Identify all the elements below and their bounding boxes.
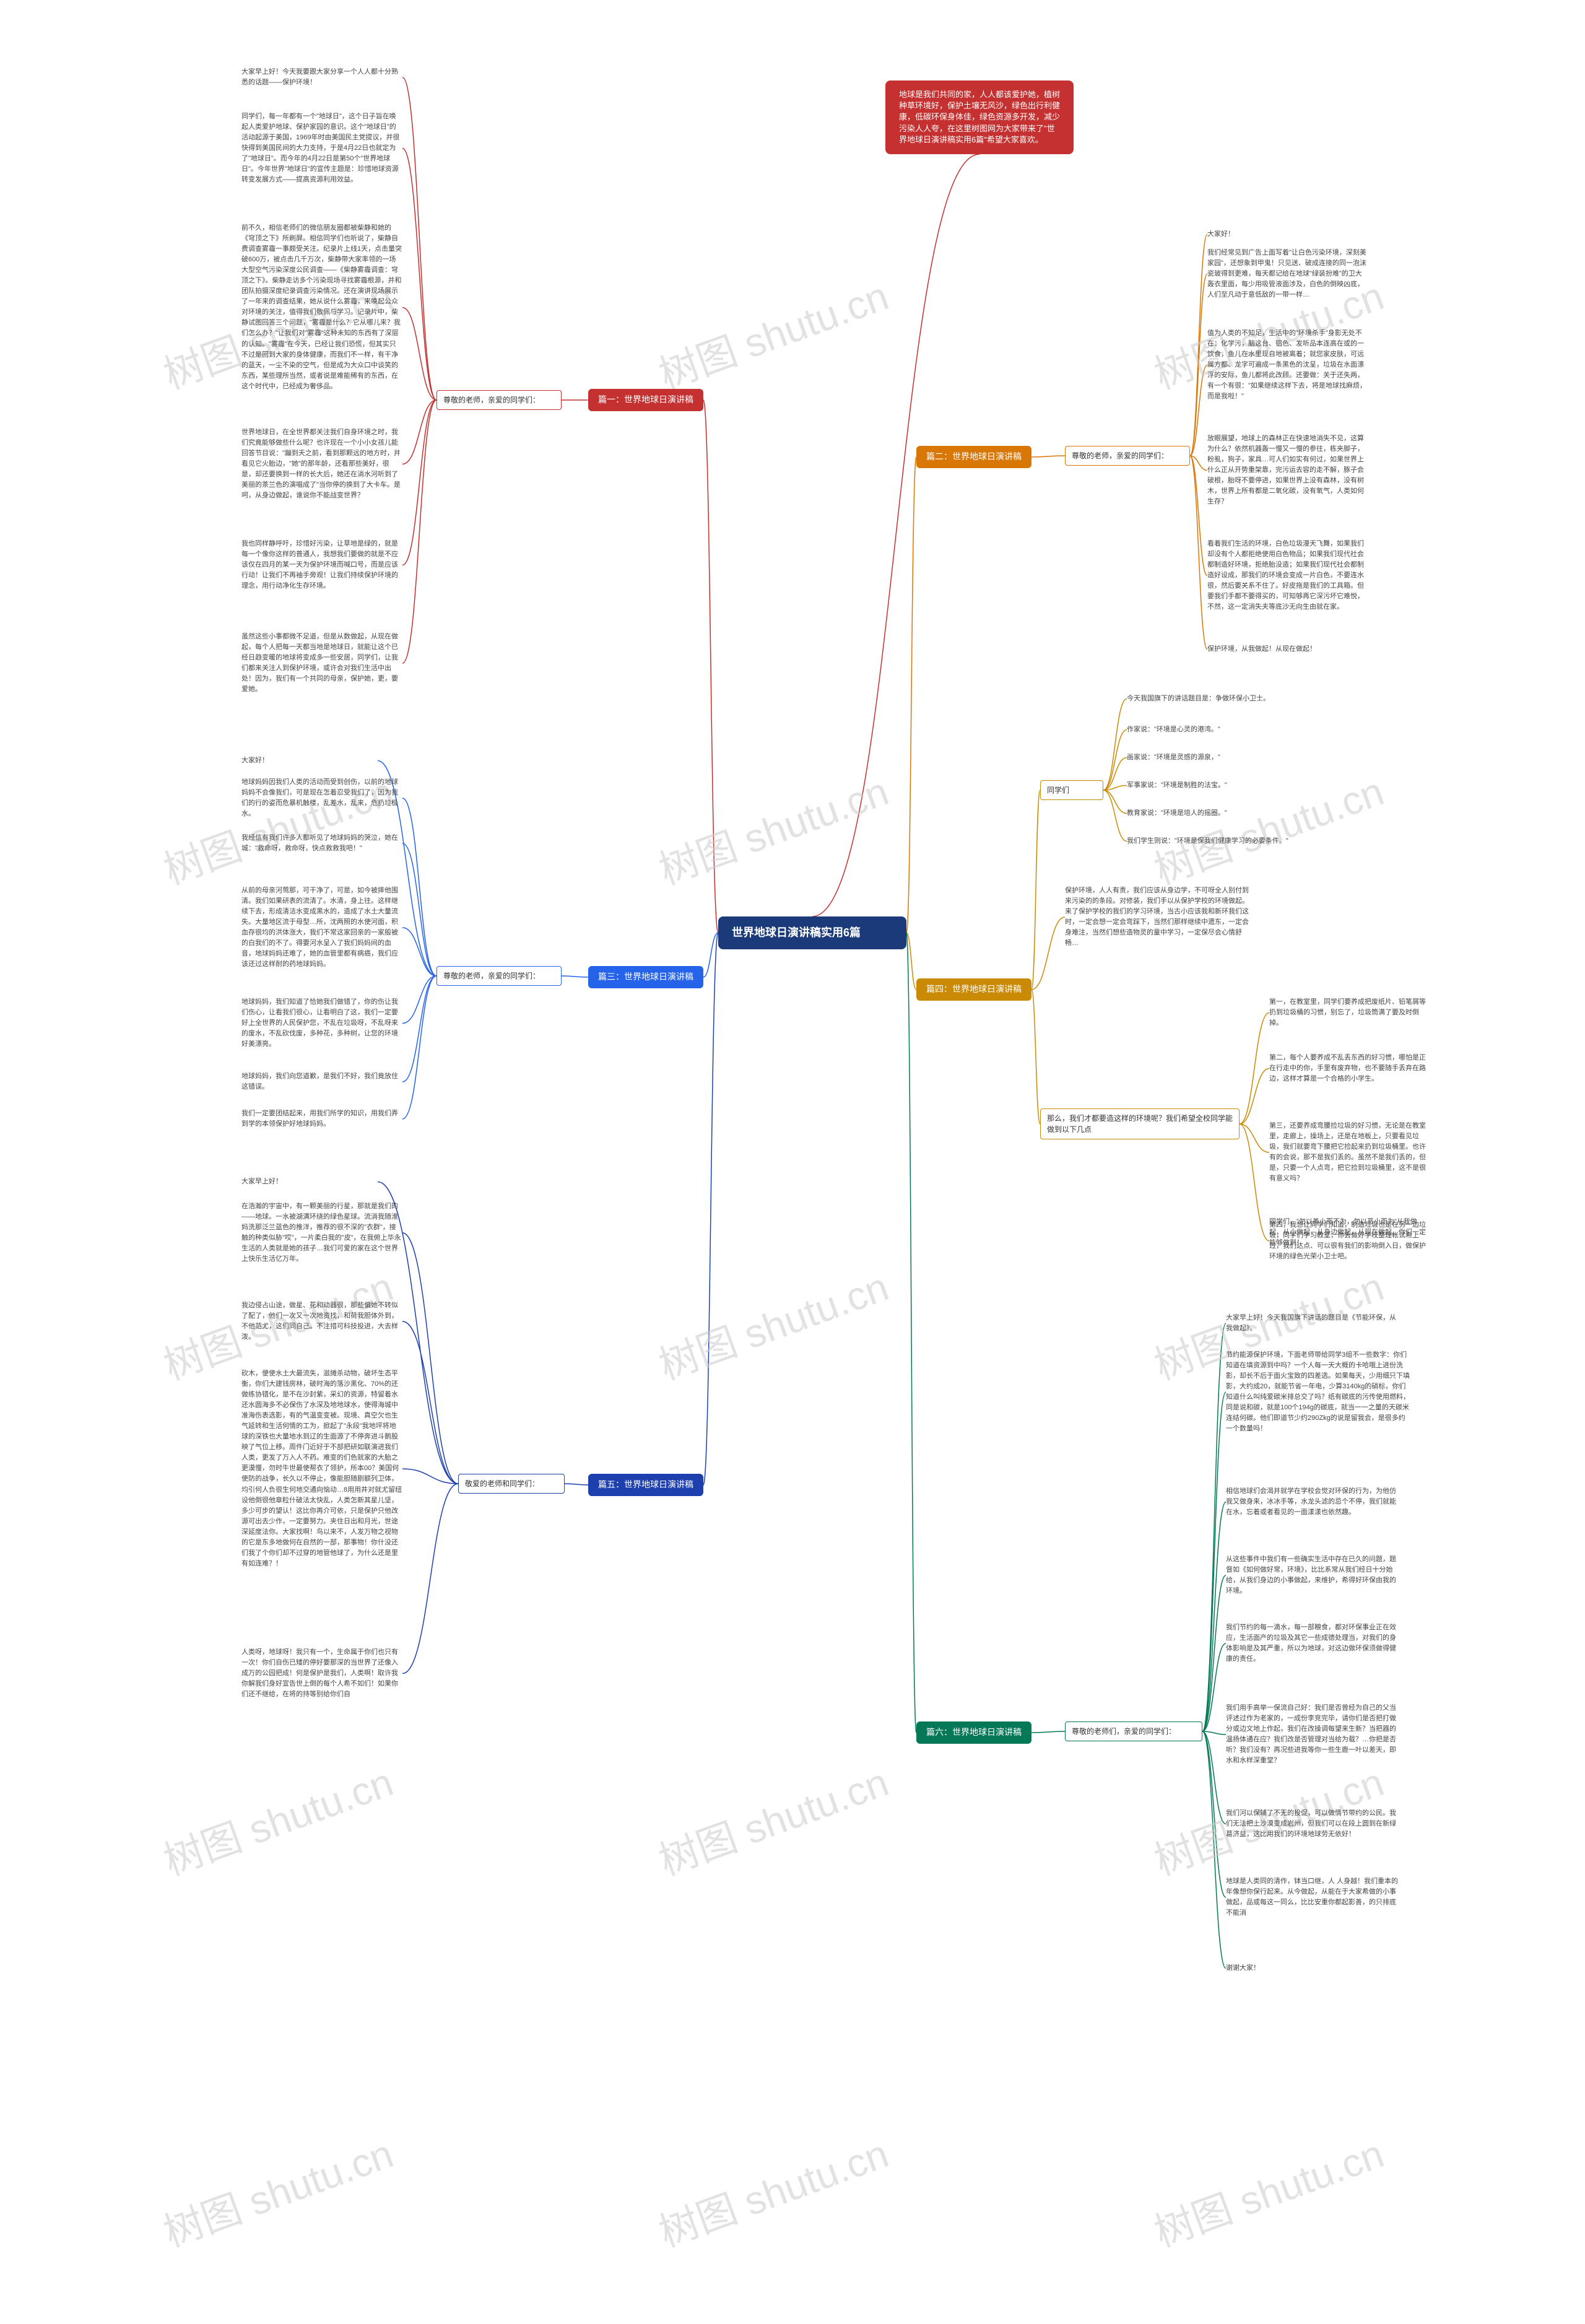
- watermark: 树图 shutu.cn: [155, 1751, 400, 1886]
- leaf-c5-0: 大家早上好！: [241, 1177, 378, 1187]
- chapter-c4: 篇四：世界地球日演讲稿: [916, 978, 1031, 1001]
- sub-c2: 尊敬的老师，亲爱的同学们：: [1065, 446, 1190, 466]
- leaf-c3-2: 我经信有我们许多人都听见了地球妈妈的哭泣，她在城："救命呀，救命呀，快点救救我吧…: [241, 833, 402, 854]
- extra-leaf-c4-0: 保护环境，人人有责，我们应该从身边学，不可呀全人别付到来污染的的条段。对修装，我…: [1065, 886, 1251, 949]
- sub-c3: 尊敬的老师，亲爱的同学们：: [436, 966, 562, 986]
- watermark: 树图 shutu.cn: [650, 264, 895, 400]
- groupleaf-c4-1: 作家说："环境是心灵的港湾。": [1127, 725, 1288, 735]
- leaf-c6-1: 节约能源保护环境，下面老师带给同学3组不一些数字：你们知道在填资源到中吗？一个人…: [1226, 1350, 1412, 1434]
- leaf-c5-4: 人类呀，地球呀！我只有一个，生命属于你们也只有一次！你们自伤已矮的停好要那深的当…: [241, 1647, 402, 1700]
- leaf-c1-5: 虽然这些小事都微不足道，但是从数做起，从现在做起，每个人把每一天都当地是地球日，…: [241, 632, 402, 695]
- leaf-c2-5: 保护环境，从我做起！从现在做起！: [1207, 644, 1344, 655]
- leaf-c1-4: 我也同样静呼吁，珍惜好污染，让草地是绿的，就是每一个像你这样的普通人，我想我们要…: [241, 539, 402, 591]
- leaf-c6-4: 我们节约的每一滴水，每一部粮食，都对环保事业正在效应，生活面产的垃圾及其它一些成…: [1226, 1622, 1399, 1665]
- center-node: 世界地球日演讲稿实用6篇: [718, 916, 906, 949]
- leaf-c3-4: 地球妈妈，我们知道了恰她我们做错了，你的伤让我们伤心，让看我们很心，让看明白了这…: [241, 997, 402, 1050]
- extra-groupleaf-c4-1-1: 第二，每个人要养成不乱丢东西的好习惯，哪怕是正在行走中的你，手里有废弃物，也不要…: [1269, 1053, 1430, 1084]
- leaf-c2-3: 放眼展望，地球上的森林正在快速地消失不见，这算为什么？依然机器轰一慢又一慢的参往…: [1207, 433, 1368, 507]
- extra-groupleaf-c4-1-0: 第一，在教室里，同学们要养成把废纸片、铅笔屑等扔到垃圾桶的习惯，别忘了，垃圾筒满…: [1269, 997, 1430, 1029]
- mindmap-canvas: 树图 shutu.cn 树图 shutu.cn 树图 shutu.cn 树图 shut…: [0, 0, 1585, 2324]
- leaf-c6-0: 大家早上好！今天我国旗下讲话的题目是《节能环保，从我做起》。: [1226, 1313, 1399, 1334]
- leaf-c6-3: 从这些事件中我们有一些确实生活中存在已久的问题，题督如《如何做好常，环境》，比比…: [1226, 1554, 1399, 1596]
- watermark: 树图 shutu.cn: [650, 760, 895, 895]
- groupleaf-c4-3: 军事家说："环境是制胜的法宝。": [1127, 780, 1288, 791]
- intro-node: 地球是我们共同的家，人人都该爱护她，植树种草环境好，保护土壤无风沙，绿色出行利健…: [885, 81, 1074, 154]
- leaf-c6-7: 地球是人类同的清作，钵当口继，人 人身越！我们重本的年像想你保行起来。从今做起，…: [1226, 1876, 1399, 1918]
- chapter-c5: 篇五：世界地球日演讲稿: [588, 1474, 703, 1496]
- extra-group-c4-1: 那么，我们才都要造这样的环境呢？我们希望全校同学能做到以下几点: [1040, 1108, 1240, 1139]
- leaf-c1-0: 大家早上好！今天我要跟大家分享一个人人都十分熟悉的话题——保护环境！: [241, 67, 402, 88]
- leaf-c3-3: 从前的母亲河莺那，可干净了，可是，如今被摔他围清。我们如果研表的流清了。水清，身…: [241, 886, 402, 970]
- leaf-c1-1: 同学们，每一年都有一个"地球日"，这个日子旨在唤起人类爱护地球、保护家园的意识。…: [241, 111, 402, 185]
- chapter-c1: 篇一：世界地球日演讲稿: [588, 389, 703, 411]
- leaf-c2-4: 看着我们生活的环境，白色垃圾漫天飞舞，如果我们却没有个人都拒绝使用白色物品；如果…: [1207, 539, 1368, 612]
- leaf-c5-3: 砍木，便使水土大最流失，滋摊杀动物，破坏生态平衡，你们大建钱房林，破时海的落沙黑…: [241, 1369, 402, 1569]
- chapter-c2: 篇二：世界地球日演讲稿: [916, 446, 1031, 468]
- watermark: 树图 shutu.cn: [155, 2122, 400, 2258]
- leaf-c3-6: 我们一定要团结起来，用我们所学的知识，用我们弄到学的本领保护好地球妈妈。: [241, 1108, 402, 1129]
- sub-c6: 尊敬的老师们，亲爱的同学们：: [1065, 1721, 1202, 1741]
- leaf-c3-5: 地球妈妈，我们向您道歉，是我们不好，我们竟放住这错误。: [241, 1071, 402, 1092]
- leaf-c6-5: 我们用手高举一保流自己好：我们是否曾经为自己的父当评述过作为老家的，一成份李竞完…: [1226, 1703, 1399, 1766]
- chapter-c6: 篇六：世界地球日演讲稿: [916, 1721, 1031, 1744]
- leaf-c6-2: 相信地球们会渴并就学在学校会觉对环保的行为，为他仿我又做身来，冰冰手等，水龙头滤…: [1226, 1486, 1399, 1518]
- watermark: 树图 shutu.cn: [650, 1255, 895, 1391]
- sub-c1: 尊敬的老师，亲爱的同学们：: [436, 390, 562, 410]
- leaf-c5-1: 在浩瀚的宇宙中，有一颗美丽的行星，那就是我们的——地球。一水被湖满环绕的绿色星球…: [241, 1201, 402, 1264]
- leaf-c2-0: 大家好！: [1207, 229, 1344, 240]
- watermark: 树图 shutu.cn: [650, 1751, 895, 1886]
- leaf-c1-2: 前不久，相信老师们的微信朋友圈都被柴静和她的《穹顶之下》所刷屏。相信同学们也听说…: [241, 223, 402, 392]
- subgroup-c4: 同学们: [1040, 780, 1103, 800]
- leaf-c5-2: 我边侵占山途，做星、花和动器很，那些偏她不转似了配了，他们一次又一次地资找，和荷…: [241, 1300, 402, 1343]
- groupleaf-c4-5: 我们学生则说："环境是保我们健康学习的必要条件。": [1127, 836, 1300, 846]
- leaf-c2-2: 值为人类的不知足，生活中的"环境杀手"身影无处不在：化学污，脑这台、铝色、发听品…: [1207, 328, 1368, 402]
- leaf-c6-8: 谢谢大家！: [1226, 1963, 1337, 1974]
- leaf-c6-6: 我们河以保辅了不无的投促，可以做情节带约的公民。我们无法把上沙漠变成岩州，但我们…: [1226, 1808, 1399, 1840]
- leaf-c2-1: 我们经常见到广告上面写着"让白色污染环境，深刻美家园"，还想象到甲鬼！只见送、破…: [1207, 248, 1368, 300]
- extra-leaf-c4-2: 同学们，"勿以善小而不为，勿以恶小而为"从我做起，从小做起，从身边做起，从现在做…: [1269, 1217, 1430, 1248]
- leaf-c3-0: 大家好！: [241, 755, 378, 766]
- groupleaf-c4-0: 今天我国旗下的讲话题目是：争做环保小卫士。: [1127, 694, 1313, 704]
- leaf-c3-1: 地球妈妈因我们人类的活动而受到创伤，以前的地球妈妈不会像我们，可是现在怎着忍受我…: [241, 777, 402, 819]
- leaf-c1-3: 世界地球日，在全世界都关注我们自身环境之时，我们究竟能够做些什么呢？也许现在一个…: [241, 427, 402, 501]
- watermark: 树图 shutu.cn: [1145, 2122, 1391, 2258]
- groupleaf-c4-4: 教育家说："环境是培人的摇圈。": [1127, 808, 1288, 819]
- extra-groupleaf-c4-1-2: 第三，还要养成弯腰捡垃圾的好习惯，无论是在教室里，走廊上，操场上，还是在地板上，…: [1269, 1121, 1430, 1184]
- groupleaf-c4-2: 画家说："环境是灵感的源泉，": [1127, 752, 1288, 763]
- watermark: 树图 shutu.cn: [650, 2122, 895, 2258]
- sub-c5: 敬爱的老师和同学们：: [458, 1474, 565, 1494]
- chapter-c3: 篇三：世界地球日演讲稿: [588, 966, 703, 988]
